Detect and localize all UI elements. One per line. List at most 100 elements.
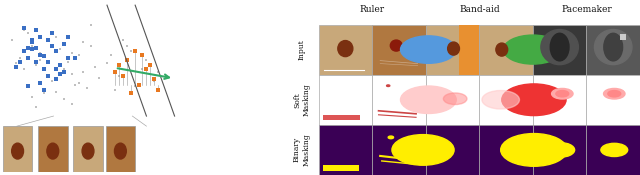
Point <box>35 53 45 56</box>
Point <box>58 71 68 74</box>
Point <box>67 73 77 75</box>
Point <box>63 36 73 38</box>
Ellipse shape <box>338 41 353 57</box>
Point <box>35 81 45 84</box>
Point <box>149 78 159 81</box>
Point <box>51 67 61 70</box>
Ellipse shape <box>595 30 632 65</box>
Bar <box>106 126 135 172</box>
Ellipse shape <box>82 143 94 159</box>
Point <box>15 57 26 60</box>
Point <box>27 39 37 42</box>
Point <box>39 67 49 70</box>
Point <box>145 64 156 66</box>
Point <box>114 74 124 77</box>
Point <box>31 29 41 31</box>
Circle shape <box>608 91 621 97</box>
Point <box>43 74 53 77</box>
Point <box>102 62 112 65</box>
Point <box>58 43 68 45</box>
Point <box>23 46 33 49</box>
Text: Soft
Masking: Soft Masking <box>293 83 310 116</box>
Circle shape <box>388 136 394 139</box>
Point <box>78 71 88 74</box>
Point <box>86 44 97 47</box>
Point <box>12 62 22 65</box>
Point <box>63 57 73 60</box>
Bar <box>323 115 360 120</box>
Point <box>27 48 37 51</box>
Circle shape <box>392 135 454 165</box>
Point <box>129 85 140 88</box>
Point <box>141 67 152 70</box>
Bar <box>426 25 479 75</box>
Circle shape <box>387 85 390 86</box>
Point <box>43 39 53 42</box>
Point <box>133 83 143 86</box>
Circle shape <box>545 142 575 157</box>
Point <box>39 55 49 58</box>
Circle shape <box>401 86 456 113</box>
Point <box>54 64 65 66</box>
Point <box>27 41 37 44</box>
Text: Pacemaker: Pacemaker <box>561 5 612 14</box>
Point <box>118 74 128 77</box>
Bar <box>620 34 626 40</box>
Bar <box>372 25 426 75</box>
Bar <box>372 125 426 175</box>
Bar <box>319 25 372 75</box>
Point <box>70 83 81 86</box>
Point <box>35 58 45 61</box>
Point <box>90 65 100 68</box>
Point <box>110 88 120 91</box>
Circle shape <box>552 88 573 99</box>
Point <box>43 74 53 77</box>
Bar <box>372 75 426 125</box>
Point <box>94 76 104 79</box>
Point <box>110 71 120 74</box>
Bar <box>533 25 586 75</box>
Bar <box>319 75 372 125</box>
Bar <box>73 126 103 172</box>
Point <box>23 57 33 60</box>
Point <box>125 92 136 95</box>
Point <box>114 64 124 66</box>
Ellipse shape <box>604 33 623 61</box>
Point <box>47 80 57 82</box>
Point <box>19 27 29 30</box>
Bar <box>533 125 586 175</box>
Point <box>153 88 163 91</box>
Circle shape <box>556 91 569 97</box>
Point <box>43 39 53 42</box>
Circle shape <box>500 134 567 166</box>
Point <box>47 32 57 35</box>
Point <box>51 50 61 52</box>
Bar <box>3 126 33 172</box>
Bar <box>426 75 479 125</box>
Point <box>125 50 136 52</box>
Point <box>54 64 65 66</box>
Text: Input: Input <box>298 39 306 60</box>
Point <box>43 60 53 63</box>
Point <box>51 78 61 81</box>
Point <box>31 64 41 66</box>
Point <box>47 44 57 47</box>
Bar <box>586 75 640 125</box>
Circle shape <box>444 93 467 104</box>
Point <box>67 103 77 105</box>
Point <box>39 92 49 95</box>
Text: Binary
Masking: Binary Masking <box>293 134 310 166</box>
Point <box>54 73 65 75</box>
Point <box>23 32 33 35</box>
Bar <box>533 75 586 125</box>
Point <box>31 60 41 63</box>
Point <box>122 58 132 61</box>
Point <box>58 97 68 100</box>
Point <box>19 67 29 70</box>
Point <box>58 67 68 70</box>
Point <box>118 39 128 42</box>
Point <box>149 80 159 82</box>
Point <box>54 48 65 51</box>
Point <box>31 46 41 49</box>
Point <box>27 96 37 98</box>
